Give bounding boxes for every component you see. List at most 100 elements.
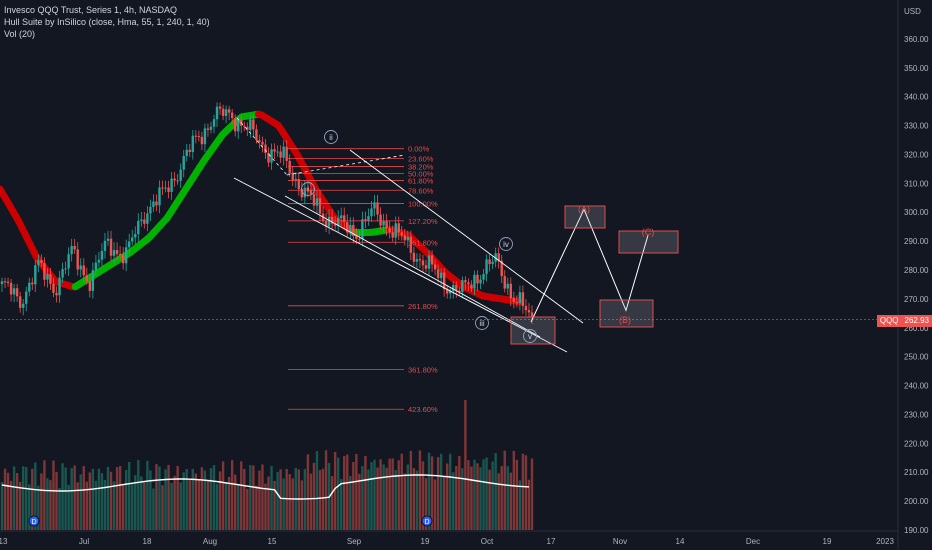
volume-bar	[300, 480, 304, 530]
last-price-symbol: QQQ	[876, 315, 902, 327]
volume-bar	[97, 468, 101, 530]
volume-bar	[140, 476, 143, 530]
volume-bar	[291, 478, 294, 530]
candle-body	[433, 264, 437, 270]
candle-body	[200, 136, 204, 145]
volume-bar	[527, 479, 531, 530]
volume-bar	[9, 480, 13, 530]
candle-body	[361, 219, 364, 239]
volume-bar	[134, 475, 137, 530]
volume-bar	[158, 466, 161, 530]
candle-body	[176, 180, 179, 182]
x-tick-label: Nov	[613, 537, 627, 546]
fib-level-label: 127.20%	[408, 217, 438, 226]
y-tick-label: 330.00	[904, 122, 929, 131]
y-tick-label: 300.00	[904, 208, 929, 217]
candle-body	[527, 310, 531, 313]
volume-bar	[491, 461, 494, 530]
volume-bar	[497, 473, 500, 530]
candle-body	[388, 228, 391, 233]
volume-bar	[324, 450, 328, 530]
elliott-wave-circle	[301, 182, 315, 196]
candle-body	[515, 301, 519, 304]
candle-body	[258, 140, 261, 142]
candle-body	[264, 144, 267, 153]
volume-bar	[109, 471, 113, 530]
candle-body	[491, 261, 494, 265]
candle-body	[188, 149, 191, 153]
candle-body	[364, 219, 367, 221]
candle-body	[376, 202, 379, 215]
candle-body	[394, 223, 397, 238]
fib-level-label: 423.60%	[408, 405, 438, 414]
y-tick-label: 190.00	[904, 526, 929, 535]
volume-bar	[255, 485, 258, 530]
candle-body	[294, 179, 297, 181]
volume-bar	[64, 467, 67, 530]
y-tick-label: 210.00	[904, 468, 929, 477]
volume-bar	[82, 466, 85, 530]
volume-bar	[46, 478, 49, 530]
volume-bar	[164, 469, 167, 530]
volume-bar	[352, 461, 355, 530]
candle-body	[88, 281, 92, 291]
candle-body	[391, 232, 394, 238]
volume-bar	[394, 470, 397, 530]
y-tick-label: 350.00	[904, 64, 929, 73]
volume-bar	[70, 468, 73, 530]
candle-body	[285, 146, 288, 161]
volume-bar	[391, 458, 394, 530]
candle-body	[6, 281, 10, 283]
candle-body	[3, 281, 7, 283]
candle-body	[100, 250, 104, 260]
volume-bar	[91, 468, 95, 530]
volume-bar	[340, 479, 343, 530]
volume-bar	[182, 472, 185, 530]
x-tick-label: Dec	[746, 537, 760, 546]
candle-body	[327, 216, 331, 227]
candle-body	[312, 194, 316, 206]
candle-body	[485, 259, 488, 274]
volume-bar	[333, 451, 337, 530]
fib-level-label: 361.80%	[408, 365, 438, 374]
candle-body	[367, 216, 370, 221]
y-tick-label: 200.00	[904, 497, 929, 506]
elliott-wave-label: i	[307, 185, 309, 194]
candle-body	[85, 275, 88, 282]
volume-bar	[252, 465, 255, 530]
volume-bar	[28, 484, 31, 530]
volume-bar	[34, 462, 37, 530]
candle-body	[203, 128, 207, 145]
candle-body	[358, 238, 361, 240]
candle-body	[97, 259, 101, 263]
candle-body	[34, 265, 37, 285]
candle-body	[134, 234, 137, 238]
volume-bar	[479, 467, 482, 530]
volume-bar	[397, 460, 400, 530]
x-tick-label: 2023	[876, 537, 894, 546]
volume-bar	[358, 473, 361, 530]
volume-bar	[15, 473, 19, 530]
volume-bar	[279, 469, 282, 530]
volume-bar	[455, 465, 458, 530]
volume-bar	[212, 465, 216, 530]
legend-volume: Vol (20)	[4, 29, 36, 39]
volume-bar	[264, 483, 267, 530]
candle-body	[403, 235, 406, 241]
candle-body	[291, 172, 294, 180]
volume-bar	[188, 479, 191, 530]
volume-bar	[464, 400, 467, 530]
volume-bar	[191, 468, 194, 530]
volume-bar	[85, 481, 88, 530]
volume-bar	[415, 470, 419, 530]
candle-body	[103, 240, 107, 251]
candle-body	[76, 249, 79, 270]
volume-bar	[388, 458, 391, 530]
volume-bar	[400, 453, 403, 530]
volume-bar	[385, 467, 388, 530]
volume-bar	[427, 452, 431, 530]
volume-bar	[170, 483, 173, 530]
volume-bar	[349, 476, 352, 530]
